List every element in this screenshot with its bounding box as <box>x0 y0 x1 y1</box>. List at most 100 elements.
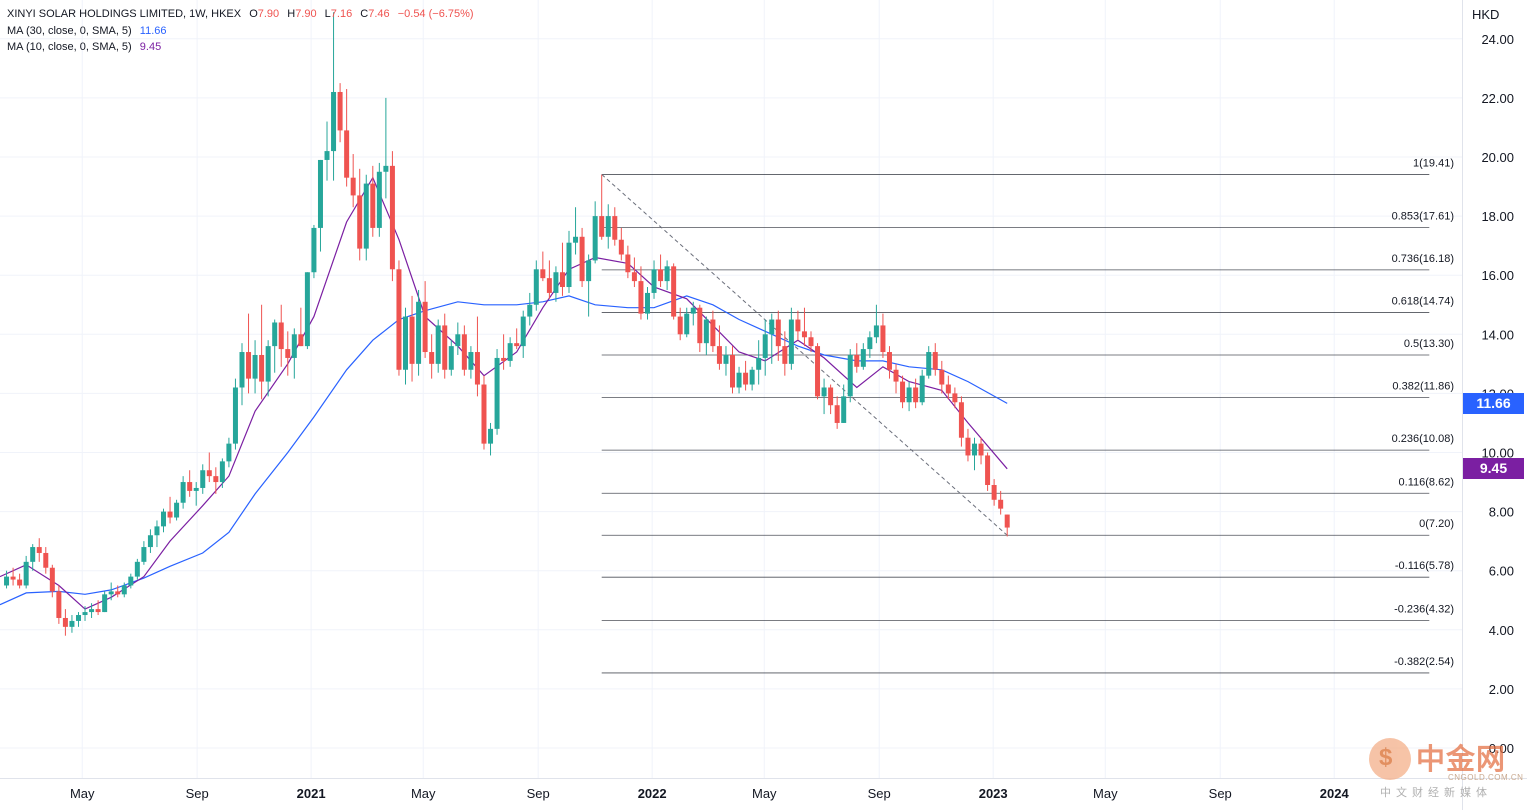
candle-body[interactable] <box>402 316 408 370</box>
candle-body[interactable] <box>749 369 755 385</box>
candle-body[interactable] <box>782 346 788 364</box>
candle-body[interactable] <box>396 269 402 370</box>
candle-body[interactable] <box>710 319 716 347</box>
candle-body[interactable] <box>344 130 350 178</box>
candle-body[interactable] <box>631 272 637 282</box>
candle-body[interactable] <box>991 485 997 500</box>
candle-body[interactable] <box>370 183 376 228</box>
candle-body[interactable] <box>952 393 958 403</box>
candle-body[interactable] <box>730 354 736 388</box>
ma10-legend-row[interactable]: MA (10, close, 0, SMA, 5) 9.45 <box>7 39 474 56</box>
candle-body[interactable] <box>815 346 821 397</box>
candle-body[interactable] <box>95 609 101 613</box>
candle-body[interactable] <box>743 372 749 385</box>
candle-body[interactable] <box>559 272 565 288</box>
candle-body[interactable] <box>677 316 683 335</box>
ma30-line[interactable] <box>0 295 1008 606</box>
candle-body[interactable] <box>985 455 991 486</box>
candle-body[interactable] <box>121 585 127 595</box>
candle-body[interactable] <box>579 236 585 282</box>
candle-body[interactable] <box>690 307 696 314</box>
candle-body[interactable] <box>873 325 879 338</box>
candle-body[interactable] <box>801 331 807 338</box>
candle-body[interactable] <box>507 343 513 361</box>
ma30-legend-row[interactable]: MA (30, close, 0, SMA, 5) 11.66 <box>7 23 474 40</box>
candle-body[interactable] <box>998 499 1004 509</box>
candle-body[interactable] <box>697 307 703 344</box>
symbol-title[interactable]: XINYI SOLAR HOLDINGS LIMITED, 1W, HKEX <box>7 8 242 20</box>
candle-body[interactable] <box>147 535 153 548</box>
candle-body[interactable] <box>644 292 650 314</box>
candle-body[interactable] <box>612 216 618 240</box>
candle-body[interactable] <box>958 402 964 438</box>
candle-body[interactable] <box>684 313 690 335</box>
candle-body[interactable] <box>808 337 814 347</box>
candle-body[interactable] <box>651 269 657 293</box>
candle-body[interactable] <box>62 617 68 627</box>
ma10-line[interactable] <box>0 176 1008 610</box>
candle-body[interactable] <box>75 615 81 621</box>
candle-body[interactable] <box>586 260 592 282</box>
candle-body[interactable] <box>514 343 520 347</box>
candle-body[interactable] <box>520 316 526 347</box>
candle-body[interactable] <box>886 352 892 370</box>
candle-body[interactable] <box>1004 514 1010 528</box>
candle-body[interactable] <box>311 227 317 273</box>
candle-body[interactable] <box>592 216 598 261</box>
candle-body[interactable] <box>219 461 225 483</box>
candle-body[interactable] <box>141 547 147 562</box>
candle-body[interactable] <box>134 561 140 577</box>
candle-body[interactable] <box>972 443 978 456</box>
candle-body[interactable] <box>716 346 722 364</box>
candle-body[interactable] <box>30 547 36 562</box>
candle-body[interactable] <box>187 482 193 491</box>
candle-body[interactable] <box>435 325 441 364</box>
candle-body[interactable] <box>847 354 853 397</box>
candle-body[interactable] <box>174 502 180 518</box>
candle-body[interactable] <box>357 195 363 249</box>
candle-body[interactable] <box>461 334 467 370</box>
candle-body[interactable] <box>383 165 389 172</box>
candle-body[interactable] <box>919 375 925 403</box>
candle-body[interactable] <box>736 372 742 388</box>
candle-body[interactable] <box>246 352 252 379</box>
candle-body[interactable] <box>324 151 330 160</box>
candle-body[interactable] <box>867 337 873 350</box>
candle-body[interactable] <box>89 609 95 613</box>
candle-body[interactable] <box>841 396 847 423</box>
candle-body[interactable] <box>409 316 415 364</box>
candle-body[interactable] <box>350 177 356 196</box>
candle-body[interactable] <box>821 387 827 397</box>
candle-body[interactable] <box>828 387 834 406</box>
candle-body[interactable] <box>540 269 546 279</box>
candle-body[interactable] <box>455 334 461 347</box>
candle-body[interactable] <box>317 159 323 228</box>
candle-body[interactable] <box>481 384 487 444</box>
candle-body[interactable] <box>906 387 912 403</box>
candle-body[interactable] <box>900 381 906 403</box>
candle-body[interactable] <box>605 216 611 237</box>
candle-body[interactable] <box>43 552 49 568</box>
candle-body[interactable] <box>291 334 297 358</box>
candle-body[interactable] <box>573 236 579 243</box>
candle-body[interactable] <box>893 369 899 382</box>
candle-body[interactable] <box>566 242 572 288</box>
candle-body[interactable] <box>226 443 232 462</box>
candle-body[interactable] <box>10 576 16 580</box>
candle-body[interactable] <box>278 322 284 350</box>
candle-body[interactable] <box>756 357 762 370</box>
candle-body[interactable] <box>703 319 709 344</box>
candle-body[interactable] <box>618 239 624 255</box>
candle-body[interactable] <box>723 354 729 364</box>
candle-body[interactable] <box>854 354 860 367</box>
candle-body[interactable] <box>913 387 919 403</box>
candle-body[interactable] <box>128 576 134 586</box>
candle-body[interactable] <box>527 304 533 317</box>
candle-body[interactable] <box>115 591 121 595</box>
candle-body[interactable] <box>546 278 552 293</box>
candle-body[interactable] <box>416 301 422 364</box>
candle-body[interactable] <box>69 620 75 627</box>
candle-body[interactable] <box>965 437 971 456</box>
candle-body[interactable] <box>671 266 677 317</box>
